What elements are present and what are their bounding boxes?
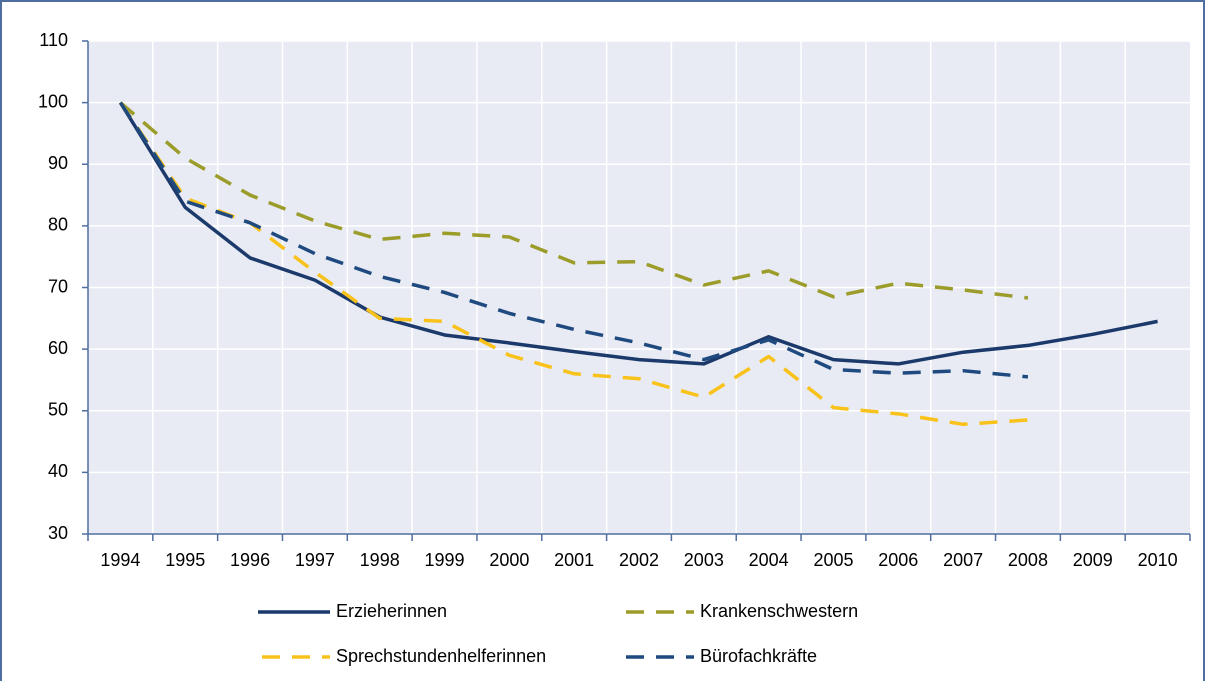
y-tick-label: 30 (48, 523, 68, 543)
x-tick-label: 2009 (1073, 550, 1113, 570)
data-line (118, 101, 1158, 366)
legend-label: Krankenschwestern (700, 601, 858, 621)
x-tick-label: 2010 (1138, 550, 1178, 570)
data-line (119, 101, 1029, 300)
x-tick-label: 2003 (684, 550, 724, 570)
y-tick-label: 110 (39, 30, 68, 50)
y-tick-label: 70 (48, 276, 68, 296)
y-tick-label: 60 (48, 338, 68, 358)
y-tick-label: 90 (48, 153, 68, 173)
x-tick-label: 1995 (165, 550, 205, 570)
y-tick-label: 50 (48, 400, 68, 420)
x-tick-label: 2006 (878, 550, 918, 570)
x-tick-label: 1998 (360, 550, 400, 570)
x-tick-label: 1994 (100, 550, 140, 570)
x-tick-label: 1996 (230, 550, 270, 570)
data-line (118, 101, 1029, 379)
x-tick-label: 2007 (943, 550, 983, 570)
legend-label: Bürofachkräfte (700, 646, 817, 666)
x-tick-label: 2001 (554, 550, 594, 570)
legend-label: Erzieherinnen (336, 601, 447, 621)
x-tick-label: 1999 (425, 550, 465, 570)
x-tick-label: 2000 (489, 550, 529, 570)
y-tick-label: 100 (38, 91, 68, 111)
y-tick-label: 80 (48, 215, 68, 235)
x-tick-label: 2002 (619, 550, 659, 570)
x-tick-label: 2005 (813, 550, 853, 570)
x-tick-label: 1997 (295, 550, 335, 570)
x-tick-label: 2008 (1008, 550, 1048, 570)
y-tick-label: 40 (48, 461, 68, 481)
data-line (118, 101, 1029, 427)
legend-label: Sprechstundenhelferinnen (336, 646, 546, 666)
x-tick-label: 2004 (749, 550, 789, 570)
